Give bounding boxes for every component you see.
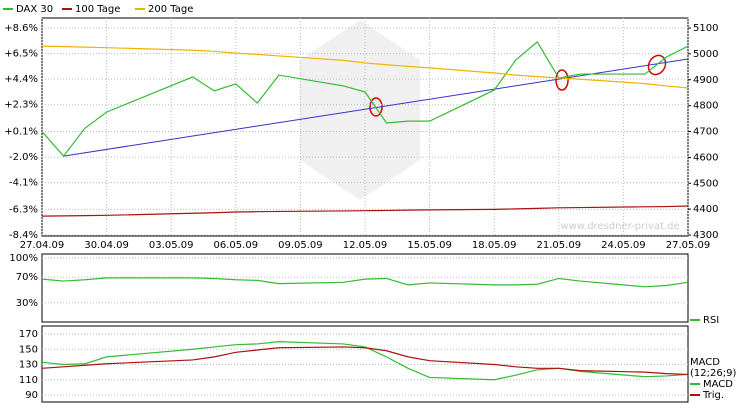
y-tick-label: +6.5% — [4, 49, 38, 60]
y2-tick-label: 5100 — [693, 23, 718, 34]
highlight-circle — [647, 54, 667, 76]
y-tick-label: 90 — [25, 390, 38, 401]
legend-label: MACD — [703, 379, 733, 390]
x-tick-label: 06.05.09 — [214, 240, 259, 251]
y2-tick-label: 4500 — [693, 178, 718, 189]
y-tick-label: +4.4% — [4, 74, 38, 85]
y2-tick-label: 4700 — [693, 127, 718, 138]
legend-label: Trig. — [702, 390, 724, 401]
series-line — [41, 205, 689, 217]
y-tick-label: 70% — [16, 272, 38, 283]
legend-label: RSI — [703, 315, 719, 326]
legend-label: 200 Tage — [148, 4, 193, 15]
y2-tick-label: 4400 — [693, 204, 718, 215]
y-tick-label: 150 — [19, 344, 38, 355]
rsi-frame — [41, 253, 689, 323]
x-tick-label: 09.05.09 — [278, 240, 323, 251]
y-tick-label: +8.6% — [4, 23, 38, 34]
y-tick-label: 170 — [19, 329, 38, 340]
highlight-circle — [555, 69, 569, 91]
x-tick-label: 27.04.09 — [20, 240, 65, 251]
y-tick-label: 30% — [16, 298, 38, 309]
y-tick-label: -8.4% — [9, 230, 38, 241]
x-tick-label: 18.05.09 — [472, 240, 517, 251]
x-tick-label: 21.05.09 — [537, 240, 582, 251]
y-tick-label: -4.1% — [9, 178, 38, 189]
y2-tick-label: 4600 — [693, 152, 718, 163]
series-line — [41, 277, 689, 288]
series-line — [41, 346, 689, 376]
y-tick-label: +0.1% — [4, 127, 38, 138]
y-tick-label: -6.3% — [9, 204, 38, 215]
legend-label: 100 Tage — [75, 4, 120, 15]
y-tick-label: 110 — [19, 375, 38, 386]
x-tick-label: 27.05.09 — [666, 240, 711, 251]
watermark: www.dresdner-privat.de — [560, 221, 679, 232]
y-tick-label: -2.0% — [9, 152, 38, 163]
x-tick-label: 15.05.09 — [407, 240, 452, 251]
y-tick-label: 130 — [19, 360, 38, 371]
x-tick-label: 24.05.09 — [601, 240, 646, 251]
indicator-title: MACD — [690, 357, 720, 368]
legend-label: DAX 30 — [16, 4, 53, 15]
x-tick-label: 12.05.09 — [343, 240, 388, 251]
series-line — [41, 41, 689, 158]
y2-tick-label: 5000 — [693, 49, 718, 60]
y-tick-label: 100% — [9, 253, 38, 264]
y2-tick-label: 4300 — [693, 230, 718, 241]
indicator-params: (12;26;9) — [690, 368, 736, 379]
series-line — [41, 45, 689, 89]
x-tick-label: 03.05.09 — [149, 240, 194, 251]
x-tick-label: 30.04.09 — [84, 240, 129, 251]
y2-tick-label: 4800 — [693, 101, 718, 112]
y-tick-label: +2.3% — [4, 100, 38, 111]
y2-tick-label: 4900 — [693, 75, 718, 86]
